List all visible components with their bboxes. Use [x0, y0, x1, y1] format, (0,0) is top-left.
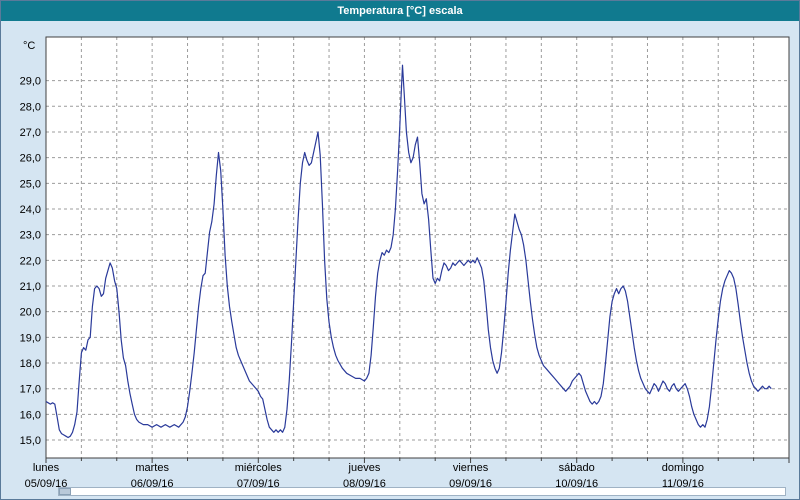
x-tick-day-label: miércoles: [235, 462, 283, 474]
temperature-chart: 15,0 16,0 17,0 18,0 19,0 20,0 21,0 22,0 23,0 24,0…: [20, 36, 790, 490]
horizontal-scrollbar[interactable]: [58, 487, 786, 496]
y-tick-label: 18,0: [20, 358, 41, 370]
x-tick-day-label: lunes: [33, 462, 60, 474]
y-tick-label: 20,0: [20, 307, 41, 319]
y-tick-label: 29,0: [20, 76, 41, 88]
x-tick-day-label: domingo: [662, 462, 704, 474]
y-tick-label: 26,0: [20, 153, 41, 165]
window-title: Temperatura [°C] escala: [337, 5, 463, 17]
y-tick-label: 21,0: [20, 281, 41, 293]
y-tick-label: 23,0: [20, 230, 41, 242]
y-tick-label: 19,0: [20, 332, 41, 344]
y-tick-label: 28,0: [20, 101, 41, 113]
x-tick-day-label: sábado: [559, 462, 595, 474]
y-axis-labels: 15,0 16,0 17,0 18,0 19,0 20,0 21,0 22,0 23,0 24,0…: [20, 76, 41, 447]
x-axis: lunes05/09/16martes06/09/16miércoles07/0…: [25, 458, 790, 490]
x-tick-day-label: martes: [135, 462, 169, 474]
y-axis-unit-label: °C: [23, 40, 35, 52]
x-tick-day-label: jueves: [348, 462, 381, 474]
window-titlebar: Temperatura [°C] escala: [1, 1, 799, 21]
y-tick-label: 22,0: [20, 255, 41, 267]
y-tick-label: 27,0: [20, 127, 41, 139]
plot-area: [46, 37, 789, 458]
plot-border: [45, 36, 790, 459]
y-tick-label: 25,0: [20, 178, 41, 190]
gridlines: [46, 37, 789, 458]
x-tick-day-label: viernes: [453, 462, 489, 474]
scrollbar-thumb[interactable]: [59, 488, 71, 495]
y-tick-label: 24,0: [20, 204, 41, 216]
temperature-line: [45, 64, 772, 439]
y-tick-label: 15,0: [20, 435, 41, 447]
chart-panel: 15,0 16,0 17,0 18,0 19,0 20,0 21,0 22,0 23,0 24,0…: [1, 21, 799, 499]
x-tick-date-label: 05/09/16: [25, 478, 68, 490]
y-tick-label: 17,0: [20, 384, 41, 396]
y-tick-label: 16,0: [20, 409, 41, 421]
